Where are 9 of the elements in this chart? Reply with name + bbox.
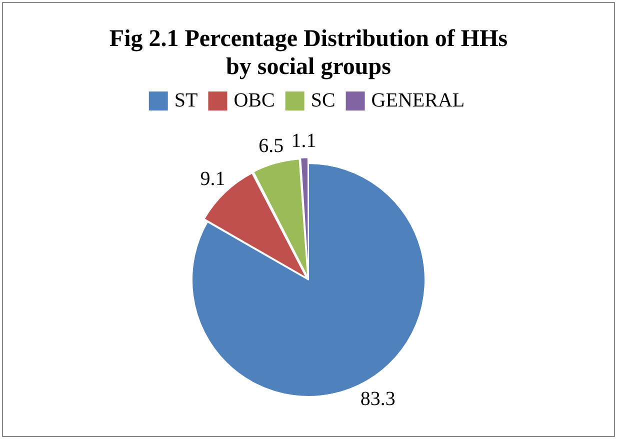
data-label: 6.5 [258,134,284,157]
legend-label: OBC [234,89,275,112]
chart-title: Fig 2.1 Percentage Distribution of HHs by social groups [108,25,509,81]
legend-label: SC [310,89,336,112]
legend-label: GENERAL [371,89,465,112]
data-label: 9.1 [200,168,226,190]
legend-label: ST [174,89,198,112]
data-label: 83.3 [360,388,396,410]
data-label: 1.1 [291,130,316,152]
